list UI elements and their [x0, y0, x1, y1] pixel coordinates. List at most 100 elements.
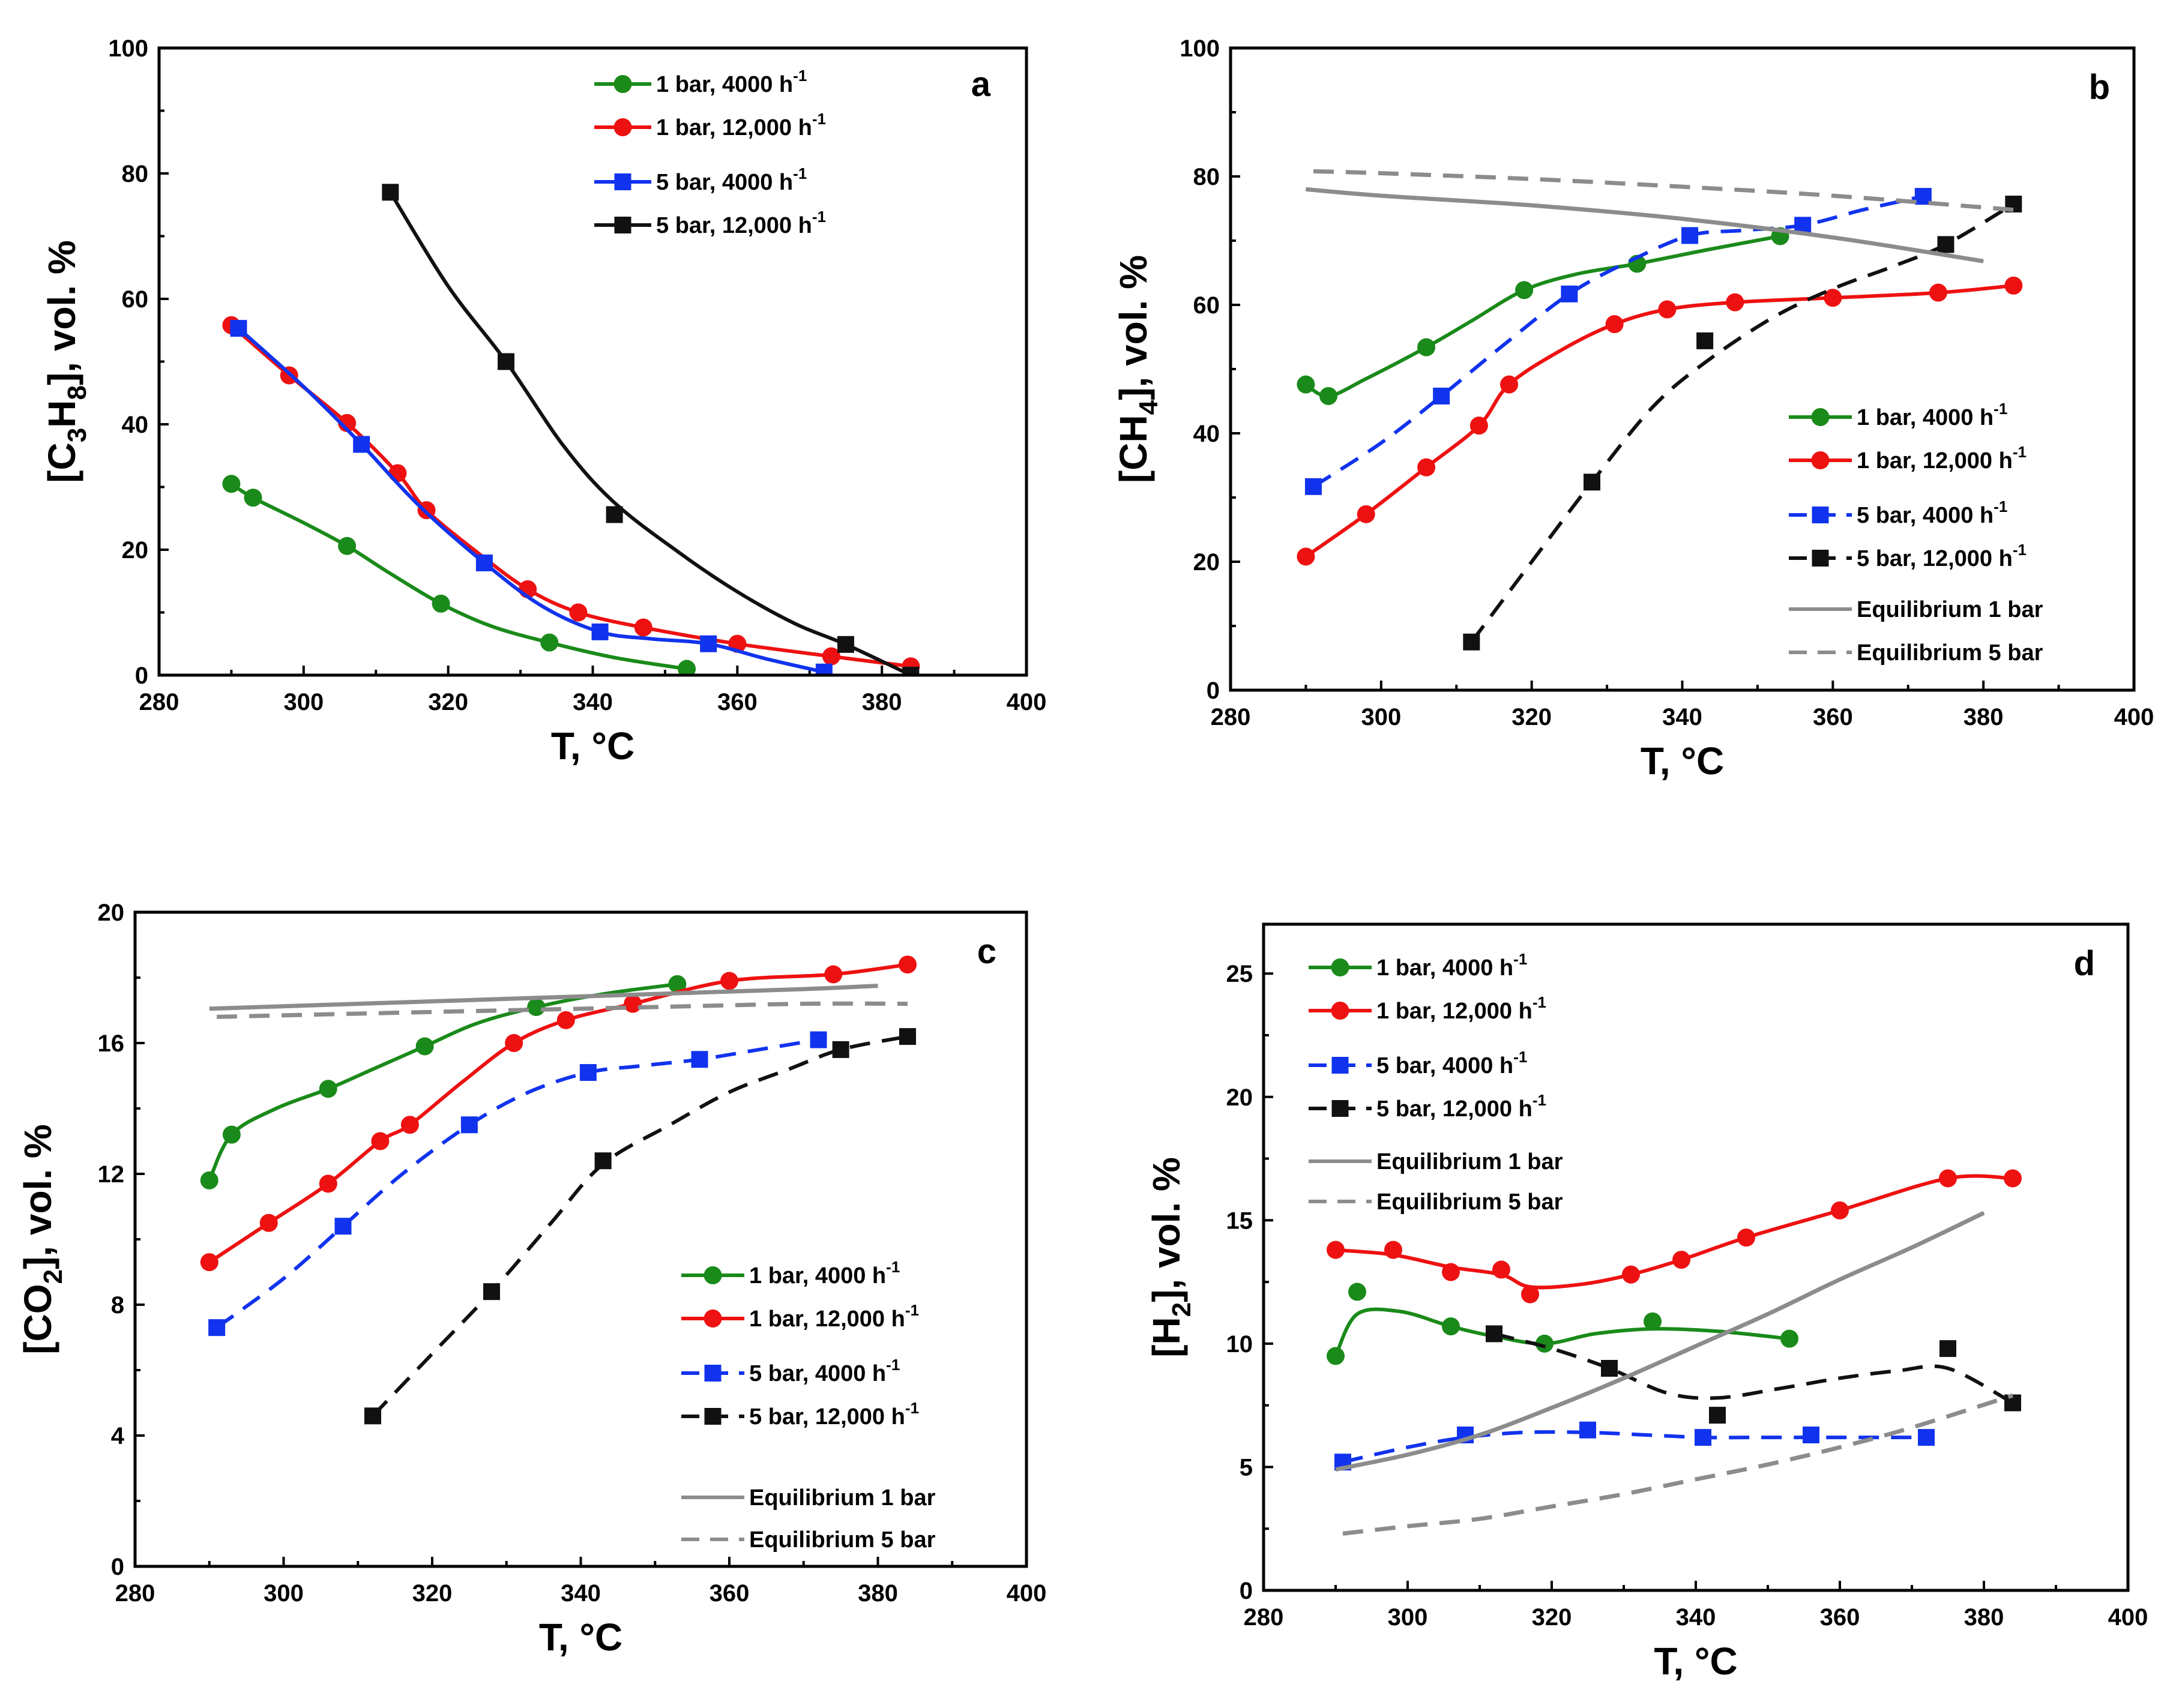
- series-line: [371, 1035, 908, 1418]
- data-point: [208, 1319, 226, 1337]
- panel-d: 280 300 320 340 360 380 400 0 5 10 15 20 25 T, °C [H2]…: [1145, 922, 2148, 1683]
- data-point: [1658, 300, 1677, 319]
- legend-item: 5 bar, 12,000 h-1: [681, 1399, 919, 1430]
- legend-label: 5 bar, 12,000 h-1: [1376, 1091, 1546, 1122]
- series-line: [217, 1001, 908, 1019]
- data-point: [556, 1011, 575, 1029]
- panel-label: b: [2089, 68, 2110, 107]
- data-point: [1584, 474, 1600, 491]
- data-point: [1469, 416, 1488, 435]
- y-axis-title: [CH4], vol. %: [1112, 255, 1163, 483]
- legend-label: 5 bar, 4000 h-1: [1857, 498, 2007, 528]
- legend-label-superscript: -1: [812, 110, 826, 128]
- series-5-bar-4000-h-1: [1334, 1421, 1935, 1471]
- x-tick-label: 360: [717, 689, 758, 715]
- data-point: [810, 1031, 827, 1048]
- y-tick-label: 0: [1240, 1578, 1253, 1604]
- data-point: [1319, 386, 1338, 405]
- data-point: [1824, 289, 1842, 307]
- series-1-bar-4000-h-1: [222, 475, 696, 675]
- y-tick-label: 4: [111, 1423, 125, 1449]
- data-point: [1327, 1347, 1345, 1365]
- x-axis-title: T, °C: [1641, 739, 1724, 783]
- data-point: [432, 594, 450, 613]
- data-point: [1579, 1421, 1596, 1439]
- x-tick-label: 280: [1244, 1604, 1284, 1631]
- legend-item: 5 bar, 12,000 h-1: [1309, 1091, 1546, 1122]
- legend-marker: [1331, 1057, 1349, 1074]
- legend-label: 1 bar, 12,000 h-1: [1376, 993, 1546, 1024]
- legend-label-superscript: -1: [1994, 400, 2007, 418]
- legend-marker: [1811, 451, 1830, 469]
- legend-label-text: 1 bar, 12,000 h: [749, 1307, 905, 1332]
- legend-label-text: 5 bar, 4000 h: [656, 170, 793, 195]
- legend-marker: [704, 1266, 722, 1284]
- legend-label-superscript: -1: [886, 1258, 900, 1276]
- panel-c: 280 300 320 340 360 380 400 0 4 8 12 16 20 T, °C [CO2]…: [16, 900, 1046, 1659]
- data-point: [475, 554, 493, 571]
- series-line: [1342, 1430, 1926, 1464]
- plot-frame: [133, 910, 1028, 1568]
- data-point: [200, 1171, 219, 1189]
- y-tick-label: 8: [111, 1292, 124, 1319]
- data-point: [334, 1218, 352, 1235]
- legend: 1 bar, 4000 h-11 bar, 12,000 h-15 bar, 4…: [681, 1258, 936, 1553]
- legend-label: Equilibrium 5 bar: [1857, 640, 2043, 666]
- panel-label: a: [971, 65, 991, 104]
- legend-label-text: 5 bar, 4000 h: [1376, 1053, 1513, 1078]
- x-tick-label: 400: [1007, 1580, 1047, 1607]
- legend-label-text: 5 bar, 4000 h: [749, 1361, 886, 1386]
- data-point: [1357, 505, 1375, 523]
- data-point: [338, 413, 357, 432]
- legend-label: 1 bar, 4000 h-1: [1376, 950, 1527, 981]
- legend-label: 1 bar, 4000 h-1: [1857, 400, 2007, 430]
- y-axis-title: [H2], vol. %: [1145, 1157, 1196, 1358]
- y-tick-label: 25: [1226, 961, 1253, 987]
- y-tick-label: 16: [98, 1030, 125, 1057]
- legend-label-superscript: -1: [2013, 541, 2027, 559]
- data-point: [1417, 338, 1436, 356]
- plot-area: [1327, 1169, 2022, 1536]
- x-tick-label: 380: [1963, 704, 2004, 730]
- x-tick-label: 320: [1532, 1604, 1572, 1631]
- data-point: [1672, 1251, 1690, 1269]
- data-point: [624, 994, 642, 1013]
- legend-label-superscript: -1: [905, 1301, 919, 1319]
- x-tick-label: 320: [428, 689, 468, 715]
- legend-label: 1 bar, 12,000 h-1: [656, 110, 826, 140]
- data-point: [1622, 1265, 1640, 1284]
- x-tick-label: 400: [2114, 704, 2154, 730]
- y-axis-title-subscript: 8: [62, 385, 92, 400]
- data-point: [579, 1064, 597, 1081]
- data-point: [634, 618, 652, 637]
- y-axis-title: [C3H8], vol. %: [40, 240, 92, 483]
- y-axis-title-part: ], vol. %: [1145, 1157, 1188, 1302]
- legend: 1 bar, 4000 h-1 1 bar, 12,000 h-1 5 bar, 4…: [1309, 950, 1563, 1215]
- data-point: [1929, 283, 1947, 302]
- legend-item: 1 bar, 12,000 h-1: [1309, 993, 1546, 1024]
- x-tick-label: 380: [858, 1580, 898, 1607]
- y-axis-title-part: [CH: [1112, 415, 1155, 483]
- data-point: [1327, 1240, 1345, 1259]
- legend-item: 5 bar, 4000 h-1: [1309, 1048, 1527, 1078]
- legend-marker: [1812, 550, 1829, 567]
- legend-item: 1 bar, 4000 h-1: [1309, 950, 1527, 981]
- data-point: [1463, 633, 1480, 651]
- data-point: [498, 353, 514, 370]
- x-axis-title: T, °C: [1654, 1640, 1737, 1683]
- x-tick-label: 340: [1662, 704, 1702, 730]
- x-axis: 280 300 320 340 360 380 400: [115, 1557, 1047, 1607]
- data-point: [259, 1213, 278, 1232]
- plot-area: [1297, 169, 2023, 651]
- data-point: [371, 1132, 390, 1150]
- data-point: [1442, 1317, 1460, 1336]
- series-equilibrium-5-bar: [1342, 1393, 2014, 1536]
- legend-label-superscript: -1: [905, 1399, 919, 1417]
- data-point: [527, 998, 546, 1017]
- series-5-bar-4000-h-1: [208, 1031, 827, 1337]
- data-point: [1515, 281, 1534, 299]
- legend-item: Equilibrium 5 bar: [681, 1527, 936, 1553]
- y-tick-label: 20: [122, 537, 149, 564]
- legend-item: 1 bar, 12,000 h-1: [1789, 443, 2027, 474]
- legend-marker: [614, 173, 631, 190]
